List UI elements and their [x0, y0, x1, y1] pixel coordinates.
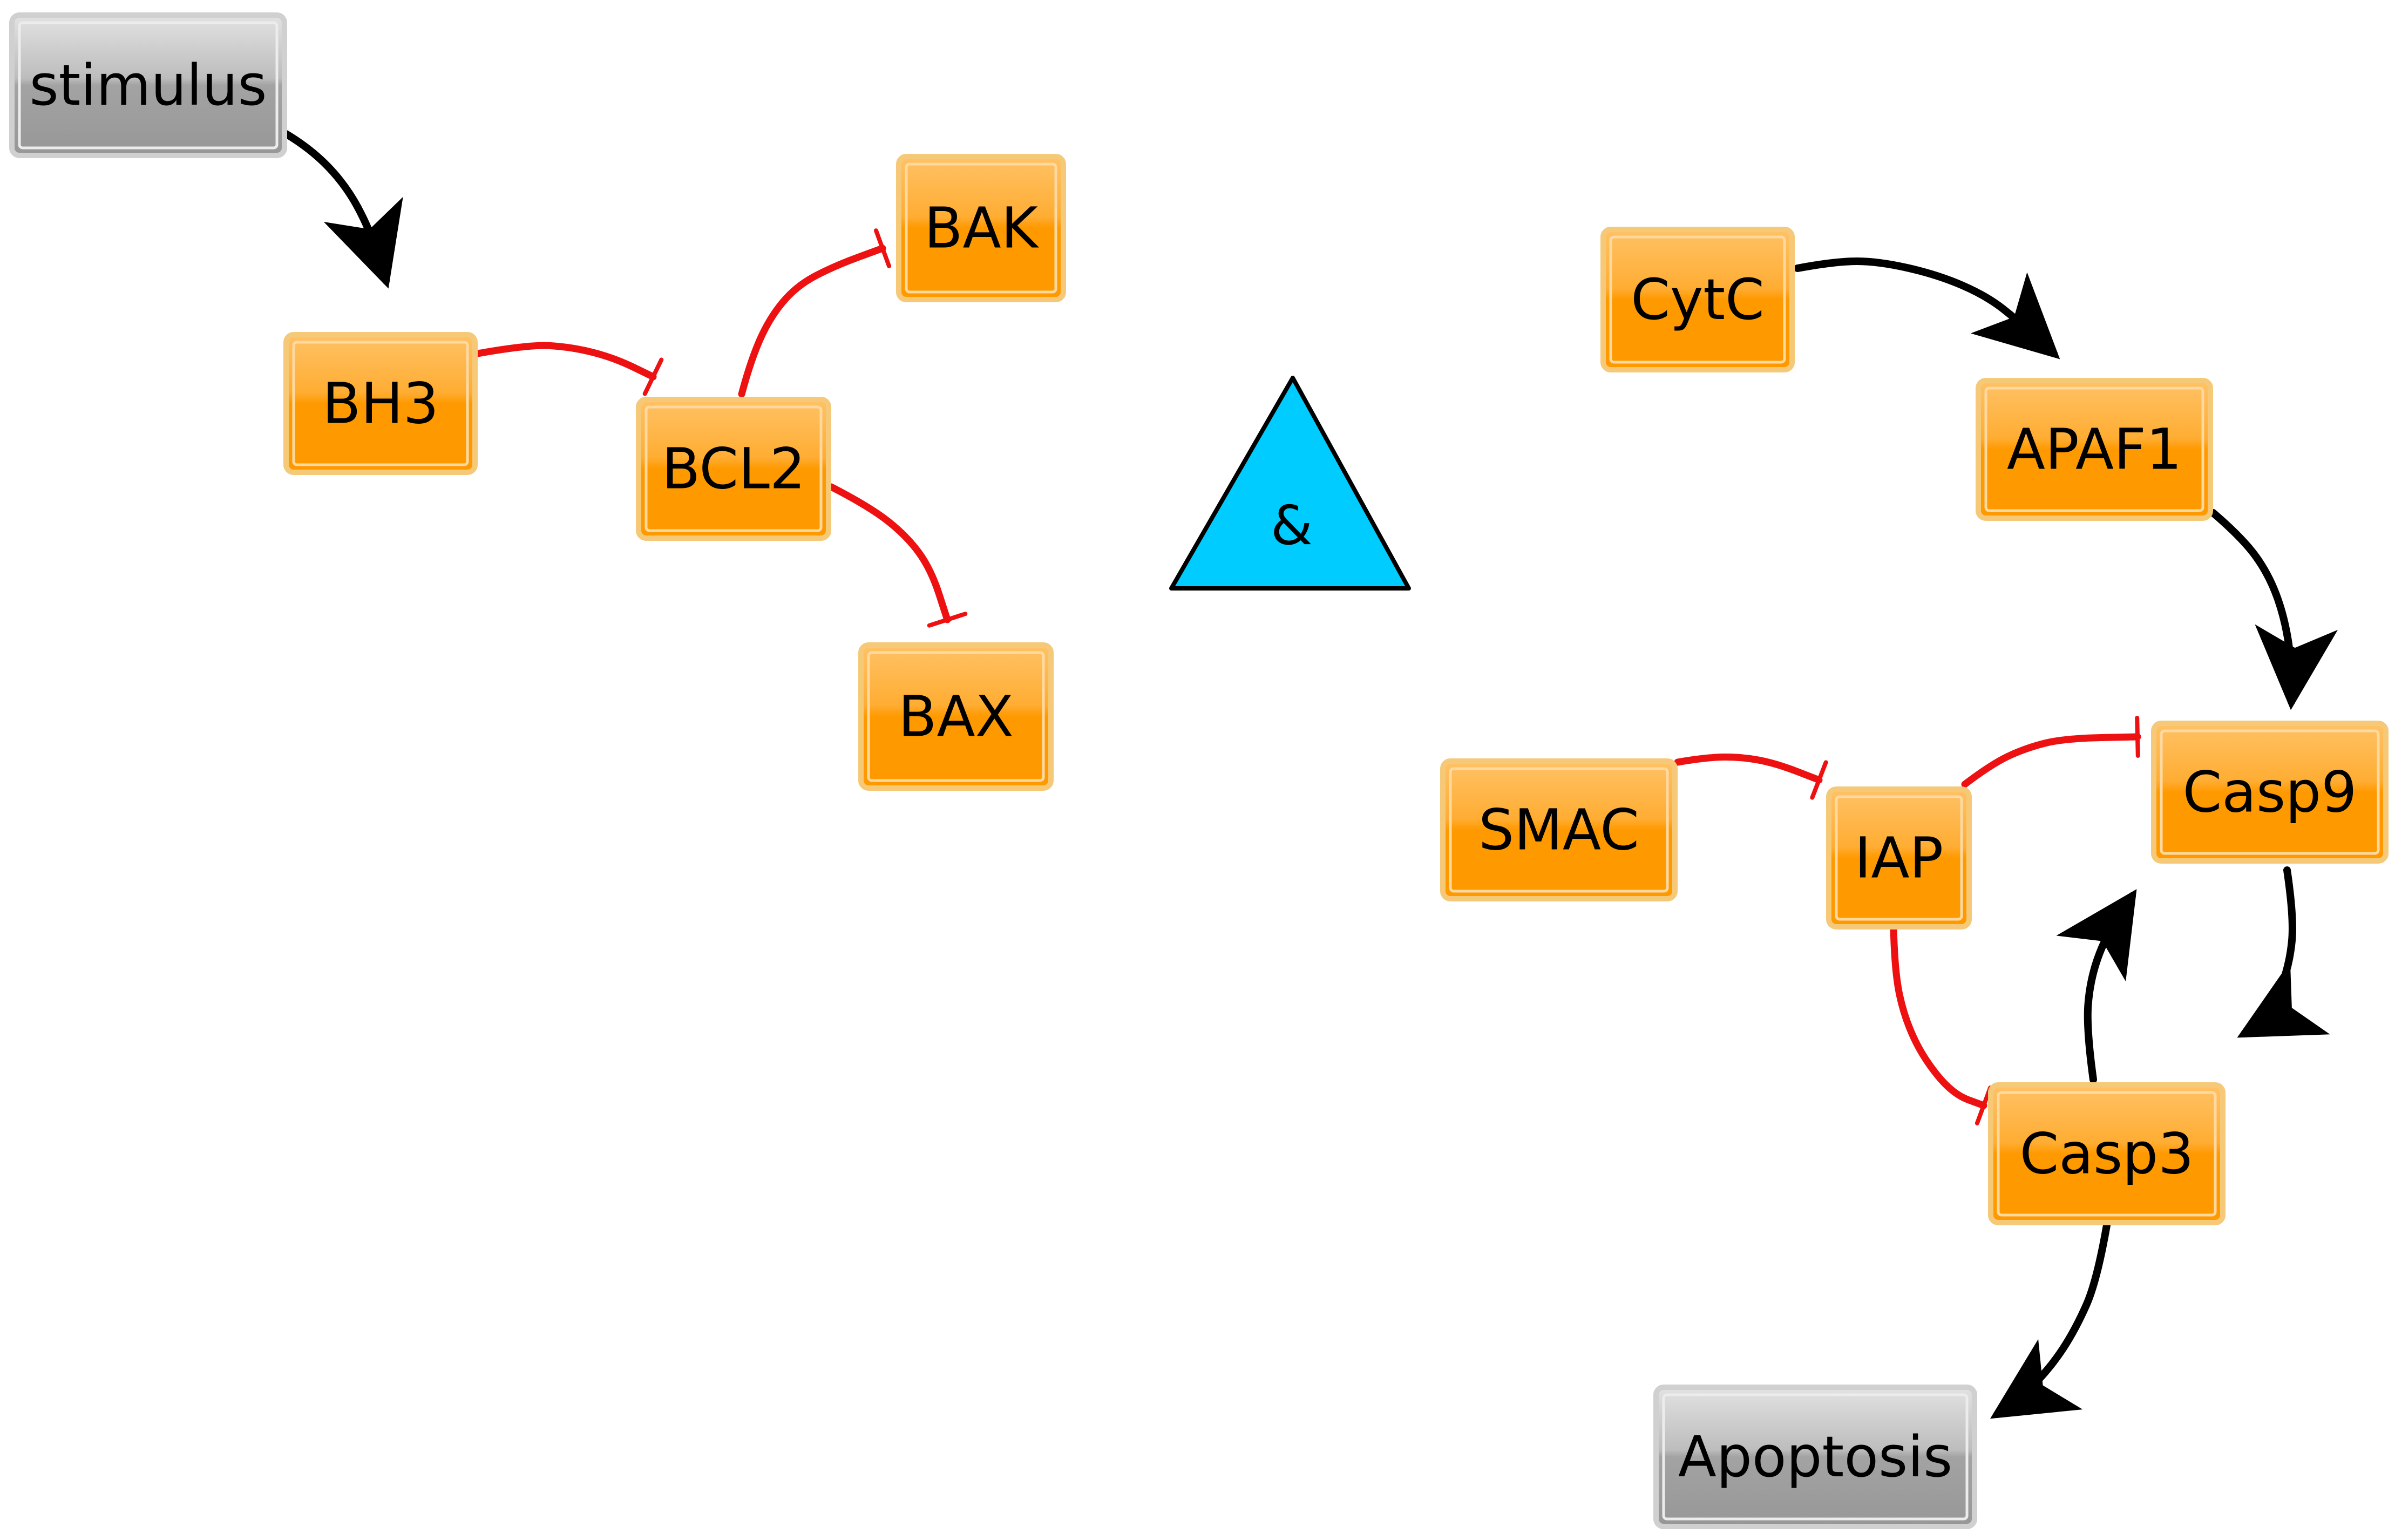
node-box	[1653, 1385, 1977, 1529]
edge-iap-inhibition-casp3	[1890, 924, 1993, 1125]
node-label-bak: BAK	[924, 195, 1039, 261]
node-bh3[interactable]: BH3	[283, 332, 478, 475]
node-box	[9, 12, 287, 158]
inhibition-line	[1890, 924, 1987, 1109]
node-box	[896, 154, 1066, 302]
node-box	[1600, 227, 1795, 372]
node-box-inner-border	[2160, 729, 2380, 855]
inhibition-bar	[873, 228, 892, 268]
node-box	[1988, 1082, 2226, 1225]
edge-casp3-activation-casp9	[2056, 889, 2137, 1083]
edge-smac-inhibition-iap	[1674, 753, 1828, 800]
node-casp9[interactable]: Casp9	[2151, 721, 2389, 864]
edges-layer	[282, 130, 2338, 1419]
node-box	[1440, 758, 1678, 901]
node-box-inner-border	[1984, 386, 2204, 512]
node-box-inner-border	[1997, 1091, 2217, 1217]
inhibition-line	[827, 483, 951, 623]
and-gate-label: &	[1271, 494, 1313, 557]
node-iap[interactable]: IAP	[1826, 786, 1972, 930]
node-box	[636, 397, 831, 541]
edge-bcl2-inhibition-bak	[738, 228, 892, 398]
inhibition-line	[474, 342, 657, 381]
node-box	[1976, 378, 2213, 521]
nodes-layer: stimulus BH3 BCL2 BAK BAX CytC APAF1 SMAC IAP Cas…	[9, 12, 2389, 1529]
node-label-cytc: CytC	[1631, 267, 1765, 333]
activation-arrow	[2237, 866, 2330, 1038]
node-bak[interactable]: BAK	[896, 154, 1066, 302]
node-box-inner-border	[905, 162, 1057, 294]
inhibition-line	[1961, 733, 2141, 788]
activation-arrow	[1990, 1222, 2111, 1419]
edge-casp9-activation-casp3	[2237, 866, 2330, 1038]
activation-arrow	[1794, 257, 2060, 359]
node-label-bh3: BH3	[322, 371, 439, 437]
node-and-gate[interactable]: &	[1169, 376, 1411, 591]
node-label-bcl2: BCL2	[662, 436, 805, 502]
node-box-inner-border	[1835, 795, 1963, 921]
node-label-bax: BAX	[898, 684, 1014, 750]
edge-iap-inhibition-casp9	[1961, 716, 2141, 788]
node-apaf1[interactable]: APAF1	[1976, 378, 2213, 521]
node-bcl2[interactable]: BCL2	[636, 397, 831, 541]
activation-arrow	[282, 130, 403, 289]
node-box-inner-border	[1609, 235, 1786, 364]
node-apoptosis[interactable]: Apoptosis	[1653, 1385, 1977, 1529]
node-box-inner-border	[292, 341, 469, 466]
node-casp3[interactable]: Casp3	[1988, 1082, 2226, 1225]
node-label-stimulus: stimulus	[29, 52, 267, 118]
inhibition-bar	[927, 612, 968, 628]
node-smac[interactable]: SMAC	[1440, 758, 1678, 901]
activation-arrow	[2209, 509, 2338, 710]
node-box	[283, 332, 478, 475]
node-label-casp9: Casp9	[2183, 759, 2357, 825]
node-label-smac: SMAC	[1478, 797, 1639, 863]
inhibition-bar	[642, 357, 664, 396]
inhibition-line	[1674, 753, 1823, 784]
edge-bcl2-inhibition-bax	[827, 483, 968, 628]
node-label-apoptosis: Apoptosis	[1678, 1424, 1952, 1490]
node-label-casp3: Casp3	[2020, 1121, 2194, 1187]
node-box-inner-border	[18, 21, 279, 150]
node-label-iap: IAP	[1855, 825, 1944, 891]
inhibition-bar	[1810, 760, 1828, 800]
node-box-inner-border	[1449, 767, 1669, 893]
node-box-inner-border	[867, 651, 1045, 782]
edge-bh3-inhibition-bcl2	[474, 342, 664, 396]
and-gate-triangle	[1169, 376, 1411, 591]
inhibition-bar	[2135, 716, 2140, 758]
node-box	[858, 642, 1054, 791]
node-stimulus[interactable]: stimulus	[9, 12, 287, 158]
edge-apaf1-activation-casp9	[2209, 509, 2338, 710]
node-label-apaf1: APAF1	[2007, 417, 2182, 483]
edge-stimulus-activation-bh3	[282, 130, 403, 289]
node-bax[interactable]: BAX	[858, 642, 1054, 791]
node-box	[2151, 721, 2389, 864]
edge-cytc-activation-apaf1	[1794, 257, 2060, 359]
node-box	[1826, 786, 1972, 930]
inhibition-line	[738, 245, 886, 398]
node-box-inner-border	[644, 405, 823, 532]
activation-arrow	[2056, 889, 2137, 1083]
edge-casp3-activation-apoptosis	[1990, 1222, 2111, 1419]
node-cytc[interactable]: CytC	[1600, 227, 1795, 372]
node-box-inner-border	[1662, 1393, 1969, 1521]
